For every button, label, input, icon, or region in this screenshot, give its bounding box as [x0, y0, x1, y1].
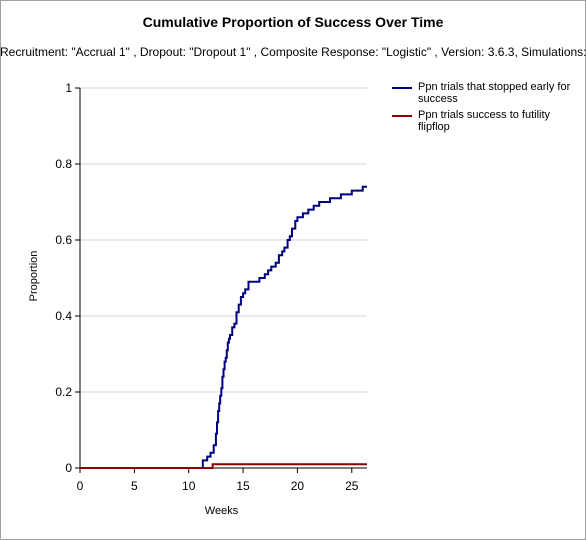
x-tick-label-0: 0 [77, 479, 84, 493]
x-tick-label-4: 20 [291, 479, 305, 493]
legend-swatch-2 [392, 115, 412, 117]
x-tick-label-2: 10 [182, 479, 196, 493]
y-tick-label-2: 0.4 [55, 309, 72, 323]
chart-title: Cumulative Proportion of Success Over Ti… [142, 14, 444, 30]
y-tick-label-4: 0.8 [55, 157, 72, 171]
chart-subtitle: Recruitment: "Accrual 1" , Dropout: "Dro… [0, 45, 586, 59]
y-axis-label: Proportion [28, 251, 40, 302]
legend-label-1: Ppn trials that stopped early for succes… [418, 81, 571, 105]
x-tick-label-5: 25 [345, 479, 359, 493]
y-tick-label-5: 1 [65, 81, 72, 95]
x-tick-label-1: 5 [131, 479, 138, 493]
legend-item-2: Ppn trials success to futility flipflop [390, 109, 580, 133]
series-line-2 [80, 463, 367, 469]
x-tick-label-3: 15 [236, 479, 250, 493]
series-line-1 [80, 185, 367, 469]
legend: Ppn trials that stopped early for succes… [390, 81, 580, 137]
y-tick-label-3: 0.6 [55, 233, 72, 247]
legend-swatch-1 [392, 87, 412, 89]
x-axis-label: Weeks [205, 505, 239, 517]
legend-item-1: Ppn trials that stopped early for succes… [390, 81, 580, 105]
y-tick-label-0: 0 [65, 461, 72, 475]
legend-label-2: Ppn trials success to futility flipflop [418, 109, 551, 133]
y-tick-label-1: 0.2 [55, 385, 72, 399]
